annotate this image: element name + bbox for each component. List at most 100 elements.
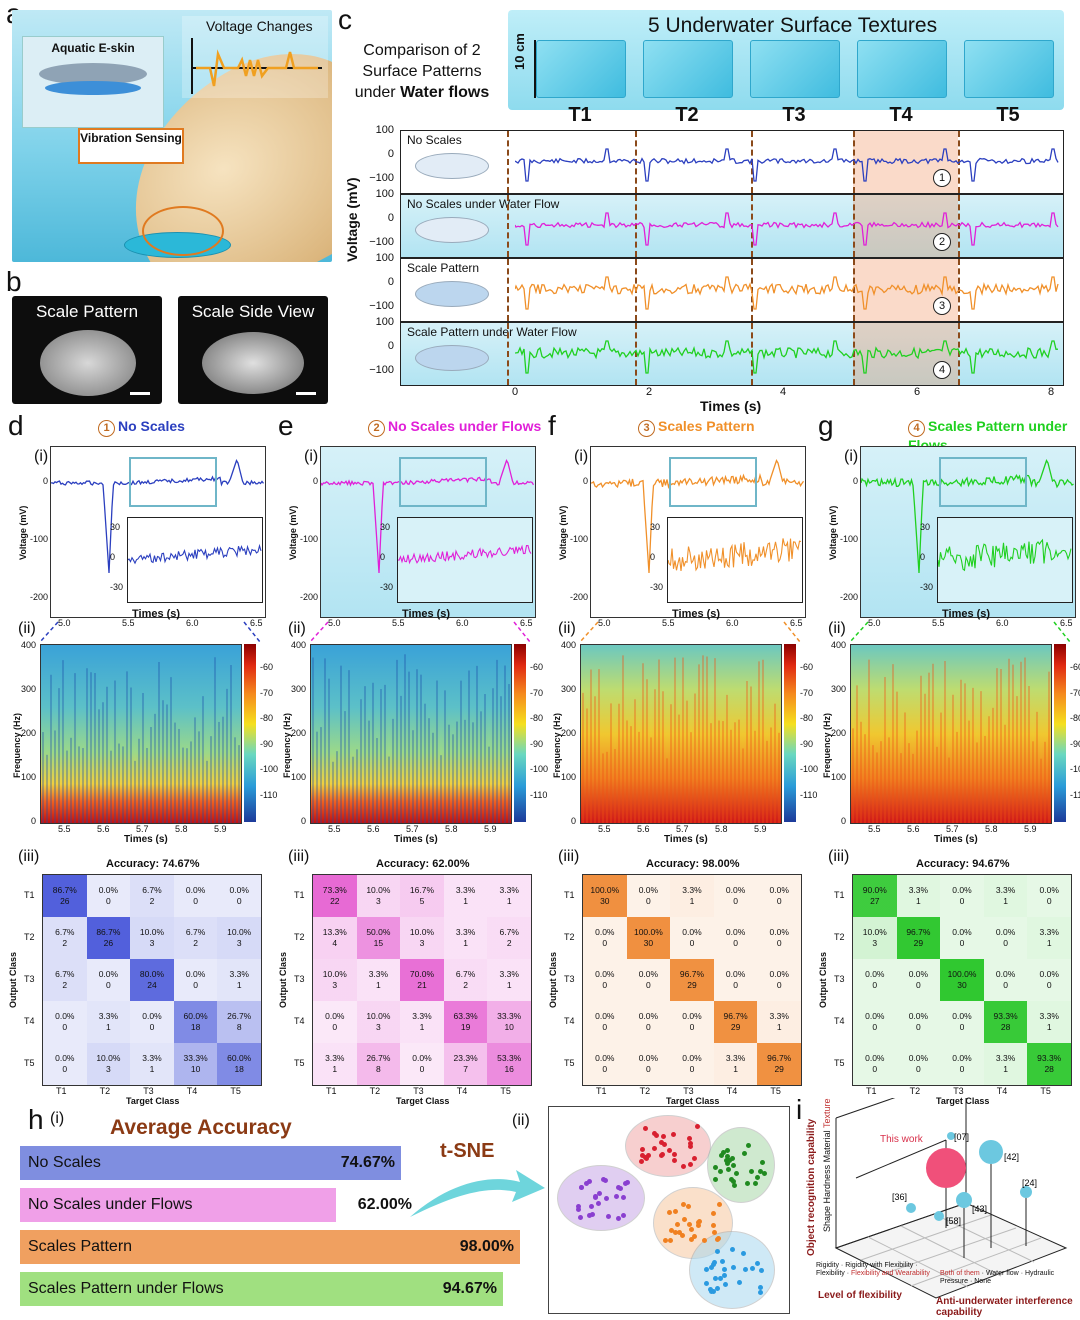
ref-58-label: [58] (946, 1216, 961, 1226)
cm-cell: 0.0% 0 (757, 917, 801, 959)
line-xtick: 6.5 (790, 618, 803, 628)
cm-col-label: T2 (99, 1086, 111, 1096)
cm-cell-count: 10 (504, 1022, 514, 1032)
zoom-connector (849, 621, 1071, 643)
tsne-point (586, 1212, 592, 1218)
strip-name: Scale Pattern under Water Flow (407, 325, 577, 339)
cm-cell-count: 3 (332, 980, 338, 990)
cm-cell: 0.0% 0 (896, 959, 941, 1001)
tsne-point (755, 1260, 761, 1266)
cm-cell-percent: 3.3% (325, 1053, 345, 1063)
voltage-zoom-trace-g (861, 458, 1074, 574)
cm-row-label: T4 (294, 1016, 305, 1026)
tsne-point (730, 1264, 736, 1270)
cm-cell-percent: 93.3% (993, 1011, 1018, 1021)
spec-xtick: 5.8 (445, 824, 458, 834)
cm-cell-percent: 0.0% (1039, 885, 1059, 895)
tsne-point (681, 1164, 686, 1170)
cm-cell-count: 3 (376, 896, 381, 906)
spectrogram-e (310, 644, 512, 824)
cm-row-label: T3 (564, 974, 575, 984)
colorbar-tick: -90 (530, 738, 544, 749)
cm-cell: 86.7% 26 (86, 917, 131, 959)
cm-cell-percent: 0.0% (865, 1011, 885, 1021)
cm-cell-count: 1 (376, 980, 381, 990)
zoom-connector (579, 621, 801, 643)
colorbar-tick: -70 (800, 687, 814, 698)
cm-cell: 3.3% 1 (400, 1001, 444, 1043)
cm-row-label: T3 (24, 974, 35, 984)
voltage-trace-4 (515, 340, 1059, 374)
line-plot-d: 30 0 -30 (50, 446, 266, 618)
tsne-point (745, 1142, 751, 1148)
cm-cell-count: 0 (733, 896, 738, 906)
cm-cell: 3.3% 1 (443, 875, 488, 917)
cm-cell-count: 10 (190, 1064, 201, 1074)
i-xticks: Rigidity · Rigidity with Flexibility · F… (816, 1262, 930, 1277)
ref-24-label: [24] (1022, 1178, 1037, 1188)
cm-cell-percent: 3.3% (682, 885, 702, 895)
tsne-point (713, 1164, 719, 1170)
colorbar-tick: -100 (260, 764, 279, 774)
cm-cell: 33.3% 10 (487, 1001, 531, 1043)
cm-cell-percent: 33.3% (497, 1011, 522, 1021)
cm-cell-count: 0 (872, 1022, 878, 1032)
cm-cell-percent: 3.3% (142, 1053, 162, 1063)
tsne-point (720, 1258, 726, 1264)
tsne-point (687, 1140, 693, 1146)
cm-cell-percent: 26.7% (366, 1053, 391, 1063)
cm-cell-percent: 60.0% (183, 1011, 208, 1021)
cm-cell-percent: 3.3% (725, 1053, 746, 1063)
cm-cell-count: 0 (646, 1064, 651, 1074)
colorbar-tick: -110 (530, 789, 548, 800)
spec-xtick: 5.5 (328, 824, 341, 834)
cm-cell-count: 0 (62, 1022, 68, 1032)
cm-cell: 6.7% 2 (43, 959, 87, 1001)
strip-name: No Scales (407, 133, 462, 147)
cm-cell-count: 26 (60, 896, 70, 906)
cm-row-label: T1 (834, 890, 845, 900)
texture-swatch-t3 (750, 40, 840, 98)
tsne-point (651, 1146, 657, 1152)
cm-cell-percent: 3.3% (995, 1053, 1016, 1063)
tsne-point (604, 1195, 610, 1201)
tsne-point (596, 1191, 602, 1197)
inset-plot: 30 0 -30 (920, 517, 1073, 603)
tsne-arrow-icon (410, 1170, 545, 1217)
tsne-point (758, 1267, 764, 1273)
cm-xlabel: Target Class (666, 1096, 720, 1106)
cm-cell-percent: 0.0% (865, 969, 885, 979)
ref-24-bubble (1020, 1186, 1032, 1198)
tsne-point (621, 1195, 627, 1201)
tsne-point (576, 1203, 582, 1209)
line-xlabel: Times (s) (402, 608, 451, 620)
panel-label-b: b (6, 266, 22, 297)
tsne-point (616, 1215, 622, 1221)
cm-cell-count: 1 (1046, 1022, 1052, 1032)
cm-col-label: T3 (953, 1086, 964, 1096)
roman-iii: (iii) (558, 848, 580, 865)
cm-cell: 0.0% 0 (670, 1001, 714, 1043)
tsne-point (722, 1266, 728, 1272)
vibration-sensing-box: Vibration Sensing (78, 128, 184, 164)
cm-cell-percent: 0.0% (908, 969, 929, 979)
cm-cell-count: 0 (602, 980, 608, 990)
cm-cell-count: 0 (419, 1064, 425, 1074)
cm-cell-percent: 0.0% (725, 927, 746, 937)
spec-xtick: 5.8 (175, 824, 188, 834)
colorbar-tick: -90 (260, 738, 274, 749)
line-xtick: 6.5 (1060, 618, 1073, 628)
tsne-point (718, 1152, 724, 1158)
cm-row-label: T2 (294, 932, 305, 942)
texture-separator (635, 323, 637, 385)
cm-cell-count: 22 (330, 896, 340, 906)
cm-cell-count: 2 (193, 938, 198, 948)
colorbar-tick: -90 (1070, 738, 1080, 749)
cm-row-label: T1 (294, 890, 305, 900)
tsne-point (749, 1266, 755, 1272)
texture-label-t1: T1 (568, 104, 592, 126)
tsne-point (709, 1264, 714, 1270)
strip-number-badge: 2 (933, 233, 951, 251)
cm-cell-count: 7 (463, 1064, 468, 1074)
confusion-matrix-d: 86.7% 26 0.0% 0 6.7% 2 0.0% 0 0.0% 0 6.7% 2 86.7% 26 1… (42, 874, 262, 1086)
